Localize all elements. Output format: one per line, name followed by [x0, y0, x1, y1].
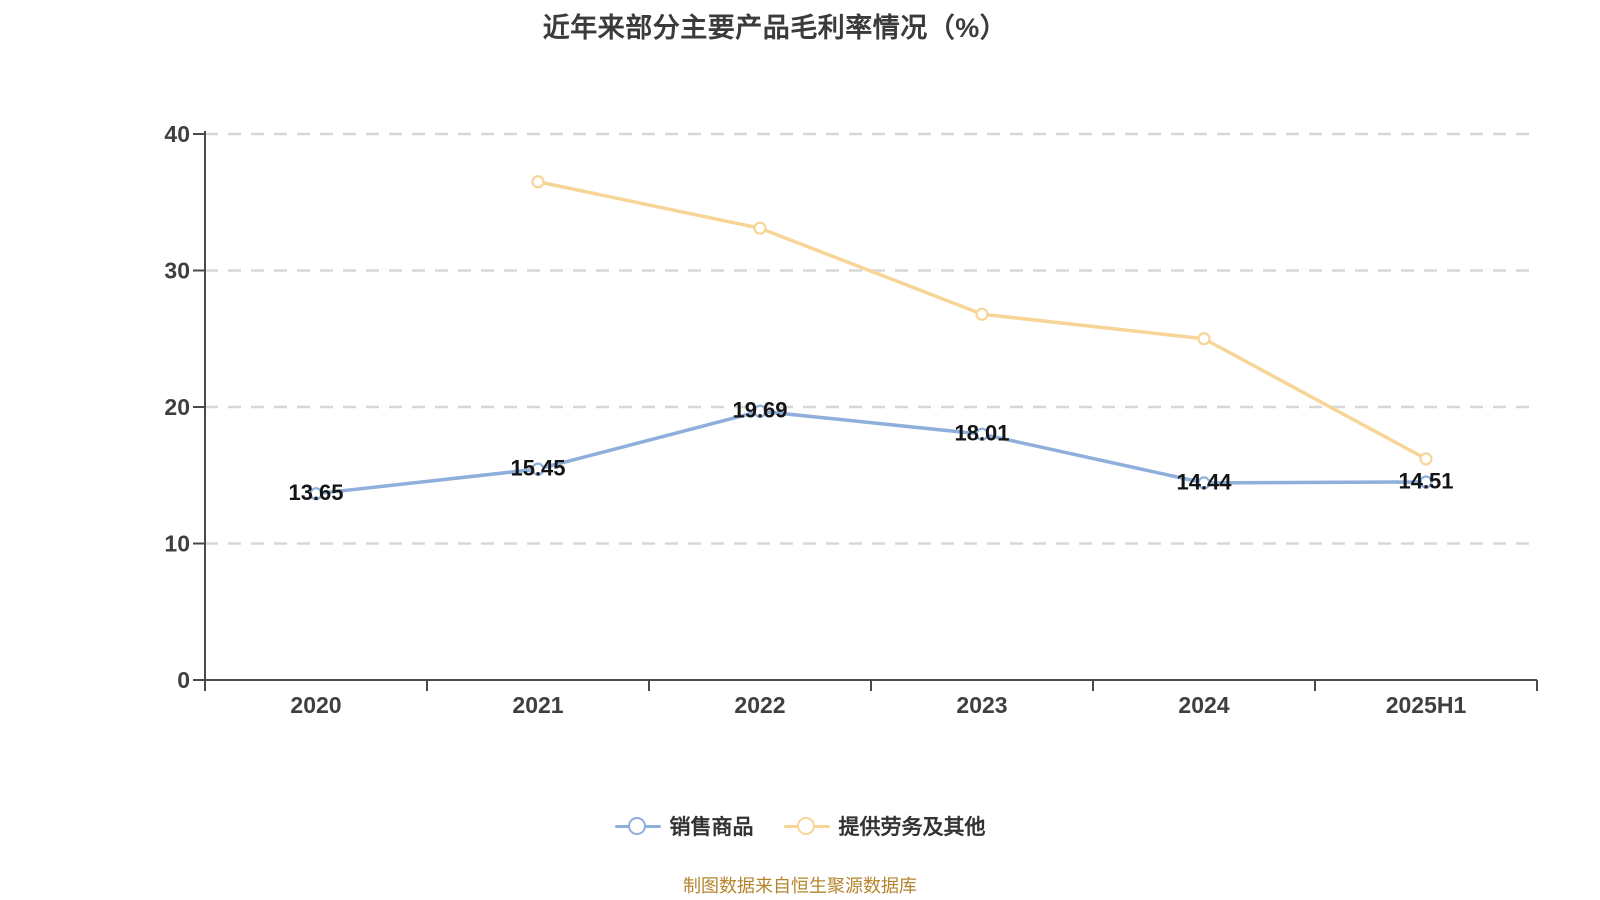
y-axis-label: 40 [164, 121, 190, 147]
x-axis-label: 2021 [512, 692, 563, 718]
x-axis-label: 2020 [290, 692, 341, 718]
line-chart: 0 10 20 30 40 2020 2021 2022 2023 2024 2025H1 13.65… [164, 121, 1538, 718]
gridlines [205, 132, 1537, 545]
data-point[interactable] [531, 462, 545, 476]
data-point[interactable] [531, 175, 545, 189]
data-label: 13.65 [288, 480, 343, 505]
y-axis-label: 10 [164, 531, 190, 557]
data-label: 18.01 [954, 421, 1009, 446]
y-axis-label: 20 [164, 394, 190, 420]
data-point[interactable] [1419, 475, 1433, 489]
data-label: 15.45 [510, 456, 565, 481]
data-point[interactable] [309, 487, 323, 501]
legend: 销售商品 提供劳务及其他 [0, 806, 1600, 846]
chart-title: 近年来部分主要产品毛利率情况（%） [542, 13, 1008, 43]
y-axis-label: 0 [177, 667, 190, 693]
legend-line-circle-icon [614, 816, 661, 836]
data-label: 14.44 [1176, 469, 1232, 494]
legend-line-circle-icon [783, 816, 830, 836]
y-axis-label: 30 [164, 258, 190, 284]
plot-area: 0 10 20 30 40 2020 2021 2022 2023 2024 2025H1 13.65… [164, 121, 1538, 718]
data-point[interactable] [753, 404, 767, 418]
legend-label: 提供劳务及其他 [838, 816, 986, 839]
series-提供劳务及其他 [531, 175, 1433, 466]
series-line [314, 409, 1428, 496]
data-point[interactable] [753, 221, 767, 235]
legend-label: 销售商品 [669, 816, 754, 839]
data-point[interactable] [975, 427, 989, 441]
legend-item-1[interactable]: 销售商品 [614, 811, 754, 841]
x-axis-label: 2025H1 [1386, 692, 1467, 718]
axes: 0 10 20 30 40 2020 2021 2022 2023 2024 2025H1 [164, 121, 1538, 718]
data-point[interactable] [1197, 476, 1211, 490]
data-point[interactable] [975, 307, 989, 321]
series-销售商品: 13.65 15.45 19.69 18.01 14.44 14.51 [288, 398, 1453, 505]
data-label: 19.69 [732, 398, 787, 423]
x-axis-label: 2024 [1178, 692, 1229, 718]
data-point[interactable] [1419, 452, 1433, 466]
data-point[interactable] [1197, 332, 1211, 346]
data-source-note: 制图数据来自恒生聚源数据库 [683, 876, 917, 896]
data-label: 14.51 [1398, 468, 1453, 493]
x-axis-label: 2022 [734, 692, 785, 718]
x-axis-label: 2023 [956, 692, 1007, 718]
legend-item-2[interactable]: 提供劳务及其他 [783, 811, 986, 841]
